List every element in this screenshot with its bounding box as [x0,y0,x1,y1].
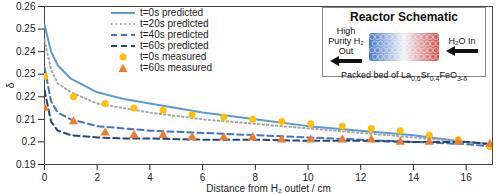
svg-text:0.23: 0.23 [16,68,36,79]
html-text:t=20s predicted: t=20s predicted [140,18,209,29]
html-text:High Purity H₂ Out: High Purity H₂ Out [328,26,364,56]
svg-text:0: 0 [42,172,48,183]
svg-text:0.25: 0.25 [16,23,36,34]
svg-text:0.24: 0.24 [16,46,36,57]
html-text:t=0s measured: t=0s measured [140,51,207,62]
svg-text:δ: δ [5,82,16,88]
svg-text:0.22: 0.22 [16,91,36,102]
html-text:Reactor Schematic: Reactor Schematic [350,10,458,24]
svg-text:0.19: 0.19 [16,159,36,170]
svg-text:12: 12 [355,172,367,183]
html-text:t=0s predicted: t=0s predicted [140,7,204,18]
svg-text:16: 16 [461,172,473,183]
svg-text:Distance from H₂ outlet / cm: Distance from H₂ outlet / cm [206,183,330,194]
svg-text:0.21: 0.21 [16,114,36,125]
svg-text:6: 6 [200,172,206,183]
svg-text:14: 14 [408,172,420,183]
html-text:t=40s predicted: t=40s predicted [140,29,209,40]
html-text:t=60s predicted: t=60s predicted [140,40,209,51]
svg-text:4: 4 [147,172,153,183]
html-text:t=60s measured: t=60s measured [140,62,212,73]
svg-text:8: 8 [253,172,259,183]
svg-text:2: 2 [94,172,100,183]
html-text:Packed bed of La0.6Sr0.4FeO3-δ: Packed bed of La0.6Sr0.4FeO3-δ [340,70,468,82]
html-text:H₂O In: H₂O In [448,36,476,46]
svg-text:10: 10 [302,172,314,183]
svg-text:0.26: 0.26 [16,1,36,12]
svg-text:0.2: 0.2 [22,136,36,147]
